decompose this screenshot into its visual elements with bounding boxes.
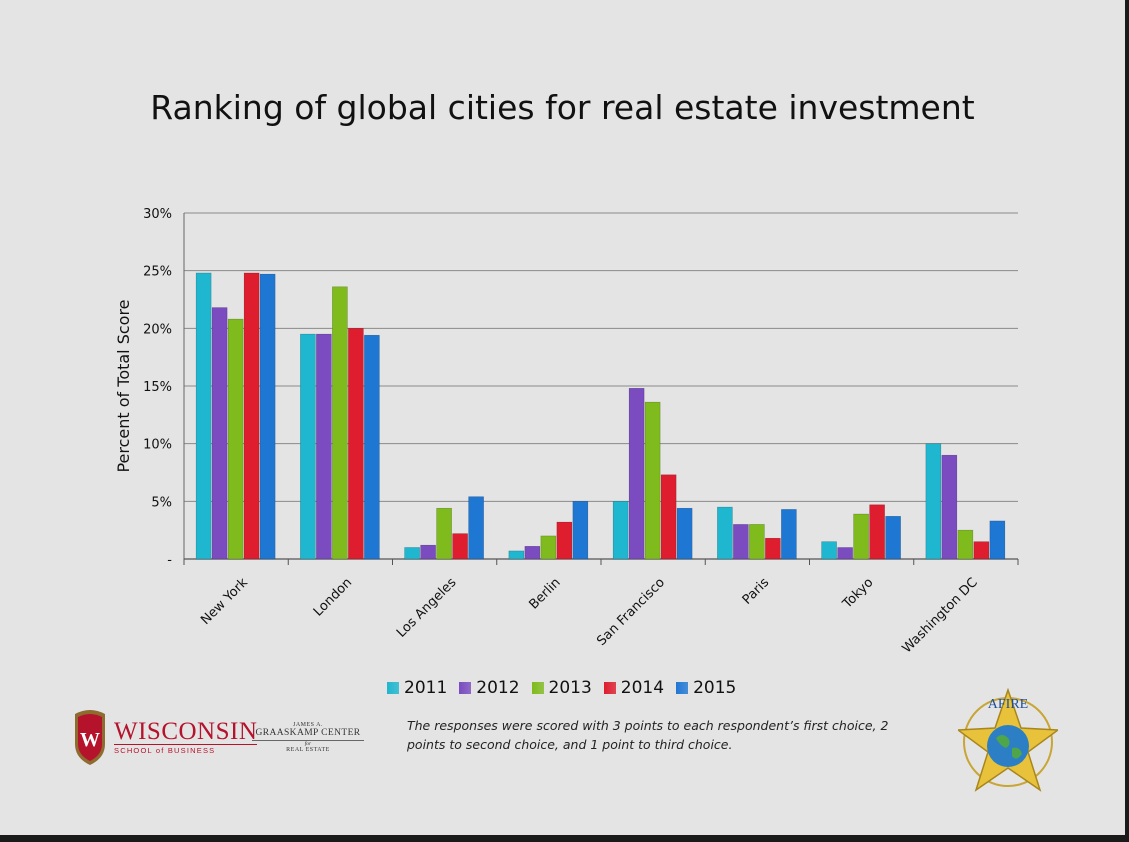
y-tick-label: 30% xyxy=(143,207,172,222)
legend-swatch xyxy=(603,682,616,694)
afire-wordmark: AFIRE xyxy=(988,697,1028,712)
legend-item-2011: 2011 xyxy=(387,678,447,698)
bar-2013-berlin xyxy=(540,535,557,560)
bar-2011-london xyxy=(300,333,316,560)
graaskamp-top-label: JAMES A. xyxy=(292,722,323,728)
y-tick-label: - xyxy=(167,553,172,568)
bar-2015-san-francisco xyxy=(676,507,693,560)
bar-2013-new-york xyxy=(227,318,244,560)
svg-text:W: W xyxy=(80,729,100,751)
bar-2012-london xyxy=(316,333,332,560)
graaskamp-bottom-label: REAL ESTATE xyxy=(286,747,330,753)
bar-2014-berlin xyxy=(556,521,573,560)
afire-logo-icon: AFIRE xyxy=(958,687,1058,792)
bar-2013-tokyo xyxy=(853,513,869,560)
bar-2013-washington-dc xyxy=(957,529,974,560)
graaskamp-for-label: for xyxy=(304,741,312,747)
bar-2011-new-york xyxy=(195,272,212,560)
legend-label: 2015 xyxy=(693,678,737,698)
graaskamp-center-logo: JAMES A. GRAASKAMP CENTER for REAL ESTAT… xyxy=(252,722,364,753)
legend-item-2015: 2015 xyxy=(676,678,736,698)
chart-legend: 2011 2012 2013 2014 2015 xyxy=(387,678,736,698)
chart-title: Ranking of global cities for real estate… xyxy=(150,88,975,127)
bar-2012-paris xyxy=(733,524,749,560)
bar-2015-tokyo xyxy=(885,516,901,560)
x-category-label: London xyxy=(311,575,355,619)
x-category-label: Berlin xyxy=(526,575,563,612)
uw-business-logo: W WISCONSIN SCHOOL of BUSINESS xyxy=(72,708,258,766)
bar-2011-los-angeles xyxy=(404,547,420,560)
uw-school-label: SCHOOL of BUSINESS xyxy=(114,743,258,755)
bar-2015-paris xyxy=(781,509,797,560)
bar-2011-washington-dc xyxy=(925,443,942,560)
bar-2014-london xyxy=(348,328,364,560)
legend-label: 2011 xyxy=(404,678,448,698)
bar-2014-san-francisco xyxy=(660,474,677,560)
bar-2014-tokyo xyxy=(869,504,885,560)
graaskamp-name: GRAASKAMP CENTER xyxy=(252,728,364,741)
bar-2012-san-francisco xyxy=(628,388,645,560)
y-tick-label: 5% xyxy=(151,495,172,510)
x-category-label: New York xyxy=(198,575,251,628)
bar-2015-london xyxy=(364,334,380,560)
x-category-label: San Francisco xyxy=(594,575,668,649)
bar-2015-los-angeles xyxy=(468,496,484,560)
y-axis-label: Percent of Total Score xyxy=(114,299,133,472)
bar-2011-tokyo xyxy=(821,541,837,560)
legend-swatch xyxy=(531,682,544,694)
y-tick-label: 10% xyxy=(143,438,172,453)
bar-2012-tokyo xyxy=(837,547,853,560)
legend-swatch xyxy=(459,682,472,694)
uw-crest-icon: W xyxy=(75,710,105,765)
bar-2014-new-york xyxy=(243,272,260,560)
bar-2012-los-angeles xyxy=(420,544,436,560)
bar-chart: - 5% 10% 15% 20% 25% 30% Percent of Total Score… xyxy=(114,207,1019,656)
bar-2012-washington-dc xyxy=(941,454,958,560)
bar-2011-san-francisco xyxy=(612,501,629,560)
uw-wordmark: WISCONSIN xyxy=(114,717,258,745)
bar-2013-los-angeles xyxy=(436,507,452,560)
bar-2012-new-york xyxy=(211,307,228,560)
legend-item-2014: 2014 xyxy=(603,678,665,698)
bar-2015-washington-dc xyxy=(989,520,1006,560)
bar-2013-paris xyxy=(749,524,765,560)
y-tick-label: 15% xyxy=(143,380,172,395)
legend-label: 2013 xyxy=(548,678,592,698)
bar-2013-san-francisco xyxy=(644,401,661,560)
scoring-footnote: The responses were scored with 3 points … xyxy=(407,718,889,752)
x-category-label: Los Angeles xyxy=(394,575,460,641)
bar-2012-berlin xyxy=(524,546,541,560)
legend-label: 2012 xyxy=(476,678,520,698)
x-category-label: Paris xyxy=(740,575,773,608)
legend-swatch xyxy=(676,682,689,694)
y-tick-label: 20% xyxy=(143,322,172,337)
bar-2011-berlin xyxy=(508,550,525,560)
x-category-label: Tokyo xyxy=(839,575,876,612)
legend-swatch xyxy=(387,682,399,694)
legend-label: 2014 xyxy=(620,678,665,698)
legend-item-2013: 2013 xyxy=(531,678,592,698)
y-tick-label: 25% xyxy=(143,265,172,280)
legend-item-2012: 2012 xyxy=(459,678,520,698)
bar-2013-london xyxy=(332,286,348,560)
bar-2014-washington-dc xyxy=(973,541,990,560)
bar-2014-paris xyxy=(765,537,781,560)
x-category-label: Washington DC xyxy=(900,575,981,656)
bar-2014-los-angeles xyxy=(452,533,468,560)
bar-2011-paris xyxy=(717,506,733,560)
bar-2015-berlin xyxy=(572,501,589,560)
bar-2015-new-york xyxy=(259,273,276,560)
